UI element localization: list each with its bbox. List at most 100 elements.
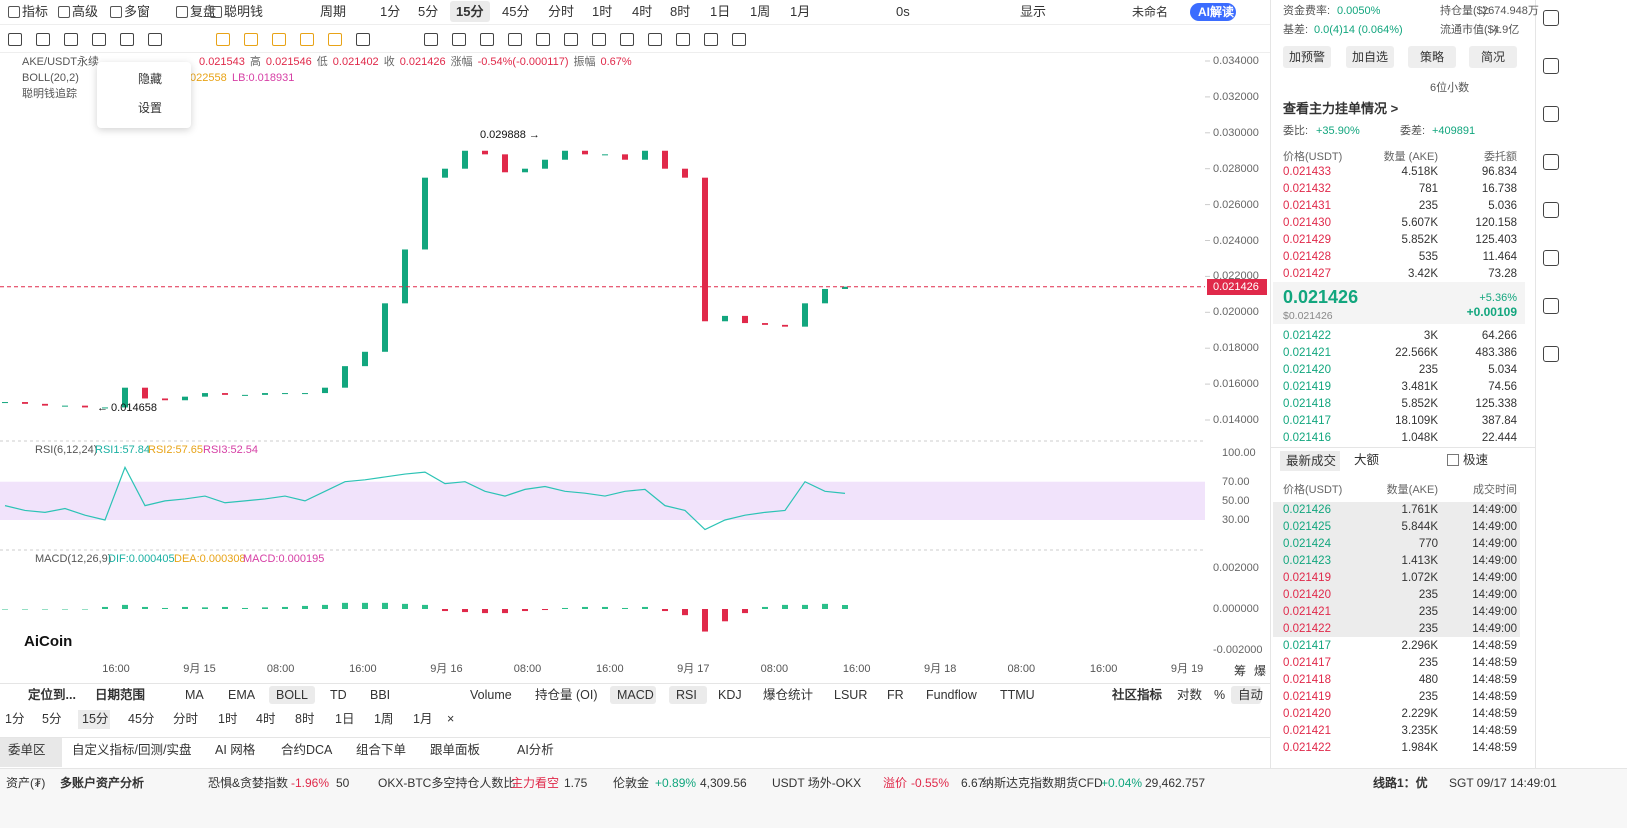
side-icon[interactable] [1543, 202, 1559, 218]
depth-link[interactable]: 查看主力挂单情况 > [1283, 101, 1399, 116]
draw-tool[interactable] [704, 33, 718, 46]
draw-tool[interactable] [676, 33, 690, 46]
toolbar-item[interactable]: 周期 [320, 4, 347, 19]
draw-tool[interactable] [452, 33, 466, 46]
draw-tool[interactable] [732, 33, 746, 46]
toolbar-item[interactable]: 指标 [22, 4, 49, 19]
period-button[interactable]: × [447, 712, 455, 726]
draw-tool[interactable] [480, 33, 494, 46]
indicator-button[interactable]: 对数 [1177, 688, 1203, 702]
draw-tool[interactable] [36, 33, 50, 46]
toolbar-item[interactable]: 高级 [72, 4, 99, 19]
period-button[interactable]: 1日 [710, 4, 731, 19]
draw-tool[interactable] [148, 33, 162, 46]
side-icon[interactable] [1543, 154, 1559, 170]
side-icon[interactable] [1543, 106, 1559, 122]
period-button[interactable]: 45分 [128, 712, 155, 726]
indicator-button[interactable]: Fundflow [926, 688, 977, 702]
checkbox[interactable] [1447, 454, 1459, 466]
button-label[interactable]: 加自选 [1351, 50, 1388, 64]
side-icon[interactable] [1543, 10, 1559, 26]
period-button[interactable]: 1日 [335, 712, 355, 726]
period-button[interactable]: 8时 [670, 4, 691, 19]
side-icon[interactable] [1543, 346, 1559, 362]
draw-tool[interactable] [648, 33, 662, 46]
draw-tool[interactable] [592, 33, 606, 46]
period-button[interactable]: 1分 [5, 712, 25, 726]
toolbar-item[interactable]: 未命名 [1132, 5, 1169, 19]
indicator-button[interactable]: 持仓量 (OI) [535, 688, 598, 702]
indicator-button[interactable]: 日期范围 [95, 688, 146, 702]
draw-tool[interactable] [508, 33, 522, 46]
period-button[interactable]: 5分 [42, 712, 62, 726]
indicator-button[interactable]: FR [887, 688, 904, 702]
indicator-button[interactable]: MA [185, 688, 204, 702]
draw-tool[interactable] [8, 33, 22, 46]
button[interactable] [1469, 46, 1517, 68]
tab[interactable]: AI 网格 [215, 743, 256, 757]
side-button[interactable]: 筹 [1234, 664, 1247, 678]
tab[interactable]: 最新成交 [1286, 454, 1337, 468]
tab[interactable]: 跟单面板 [430, 743, 481, 757]
indicator-button[interactable]: Volume [470, 688, 512, 702]
tab[interactable]: 组合下单 [356, 743, 407, 757]
draw-tool[interactable] [92, 33, 106, 46]
indicator-button[interactable]: % [1214, 688, 1226, 702]
indicator-button[interactable]: TTMU [1000, 688, 1035, 702]
period-button[interactable]: 4时 [632, 4, 653, 19]
tab[interactable]: 大额 [1354, 453, 1380, 467]
period-button[interactable]: 15分 [456, 4, 484, 19]
period-button[interactable]: 1时 [218, 712, 238, 726]
draw-tool[interactable] [328, 33, 342, 46]
period-button[interactable]: 8时 [295, 712, 315, 726]
indicator-button[interactable]: 社区指标 [1112, 688, 1163, 702]
draw-tool[interactable] [564, 33, 578, 46]
period-button[interactable]: 4时 [256, 712, 276, 726]
popup-item[interactable]: 设置 [138, 101, 163, 115]
status-item[interactable]: 线路1：优 [1373, 776, 1428, 790]
decimals-select[interactable]: 6位小数 [1430, 82, 1470, 94]
tab[interactable]: 委单区 [8, 743, 46, 757]
indicator-button[interactable]: 自动 [1238, 688, 1264, 702]
tab[interactable]: AI分析 [517, 743, 554, 757]
indicator-button[interactable]: 爆仓统计 [763, 688, 814, 702]
toolbar-item[interactable]: 显示 [1020, 4, 1047, 19]
ai-button[interactable] [1190, 3, 1236, 21]
period-button[interactable]: 1分 [380, 4, 401, 19]
indicator-button[interactable]: EMA [228, 688, 256, 702]
draw-tool[interactable] [620, 33, 634, 46]
checkbox-label[interactable]: 极速 [1463, 453, 1489, 467]
period-button[interactable]: 1周 [750, 4, 771, 19]
side-icon[interactable] [1543, 58, 1559, 74]
tab[interactable]: 合约DCA [281, 743, 333, 757]
period-button[interactable]: 45分 [502, 4, 530, 19]
indicator-button[interactable]: 定位到... [28, 688, 76, 702]
side-icon[interactable] [1543, 250, 1559, 266]
period-button[interactable]: 15分 [82, 712, 109, 726]
period-button[interactable]: 分时 [173, 712, 199, 726]
ai-button-label[interactable]: AI解读 [1198, 5, 1235, 19]
tab[interactable]: 自定义指标/回测/实盘 [72, 743, 192, 757]
button[interactable] [1408, 46, 1456, 68]
toolbar-item[interactable]: 聪明钱 [224, 4, 264, 19]
period-button[interactable]: 1时 [592, 4, 613, 19]
indicator-button[interactable]: BOLL [276, 688, 308, 702]
period-button[interactable]: 1月 [413, 712, 433, 726]
status-item[interactable]: 多账户资产分析 [60, 776, 145, 790]
draw-tool[interactable] [120, 33, 134, 46]
toolbar-item[interactable]: 多窗 [124, 4, 151, 19]
toolbar-item[interactable]: 0s [896, 4, 910, 19]
draw-tool[interactable] [424, 33, 438, 46]
popup-item[interactable]: 隐藏 [138, 72, 163, 86]
button-label[interactable]: 简况 [1480, 50, 1505, 64]
period-button[interactable]: 1周 [374, 712, 394, 726]
draw-tool[interactable] [356, 33, 370, 46]
button[interactable] [1283, 46, 1331, 68]
draw-tool[interactable] [300, 33, 314, 46]
indicator-button[interactable]: RSI [676, 688, 697, 702]
draw-tool[interactable] [536, 33, 550, 46]
indicator-button[interactable]: KDJ [718, 688, 742, 702]
indicator-button[interactable]: MACD [617, 688, 654, 702]
period-button[interactable]: 5分 [418, 4, 439, 19]
side-button[interactable]: 爆 [1254, 664, 1267, 678]
